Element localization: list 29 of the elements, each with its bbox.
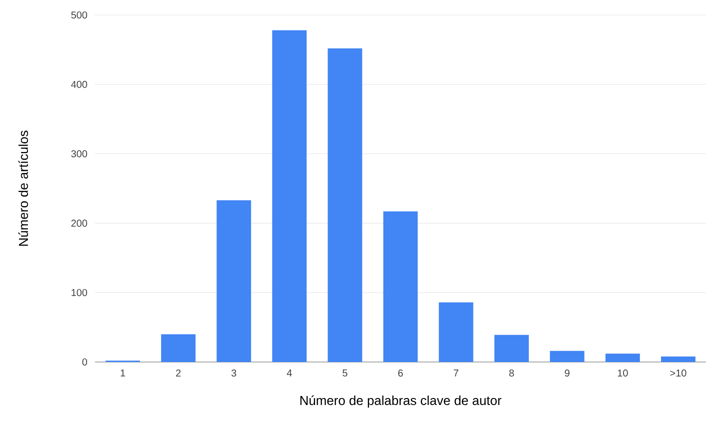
y-tick-label: 0: [82, 358, 88, 366]
y-tick-label: 500: [71, 11, 88, 19]
x-tick-label: 7: [454, 370, 458, 376]
x-tick-label: 10: [618, 370, 628, 377]
x-axis-title: Número de palabras clave de autor: [300, 395, 502, 408]
y-tick-label: 400: [71, 80, 88, 88]
bar: [661, 356, 696, 362]
x-tick-label: >10: [670, 370, 686, 377]
x-tick-label: 3: [231, 370, 236, 377]
bar: [494, 334, 529, 362]
bar: [161, 334, 196, 362]
bar: [383, 211, 418, 362]
x-tick-label: 6: [398, 370, 403, 377]
x-tick-label: 4: [286, 370, 292, 376]
bar: [328, 48, 362, 362]
y-tick-label: 200: [71, 220, 88, 227]
x-tick-label: 2: [176, 370, 181, 376]
y-tick-label: 100: [72, 289, 88, 296]
bar: [605, 354, 640, 362]
x-tick-label: 1: [120, 370, 126, 376]
x-tick-label: 8: [509, 370, 514, 377]
bar: [272, 30, 307, 362]
bar: [550, 350, 584, 362]
x-tick-label: 5: [342, 370, 348, 376]
y-axis-title: Número de artículos: [18, 130, 28, 246]
bar: [216, 200, 252, 362]
y-tick-label: 300: [71, 150, 88, 158]
bar: [438, 302, 474, 362]
x-tick-label: 9: [564, 370, 570, 377]
